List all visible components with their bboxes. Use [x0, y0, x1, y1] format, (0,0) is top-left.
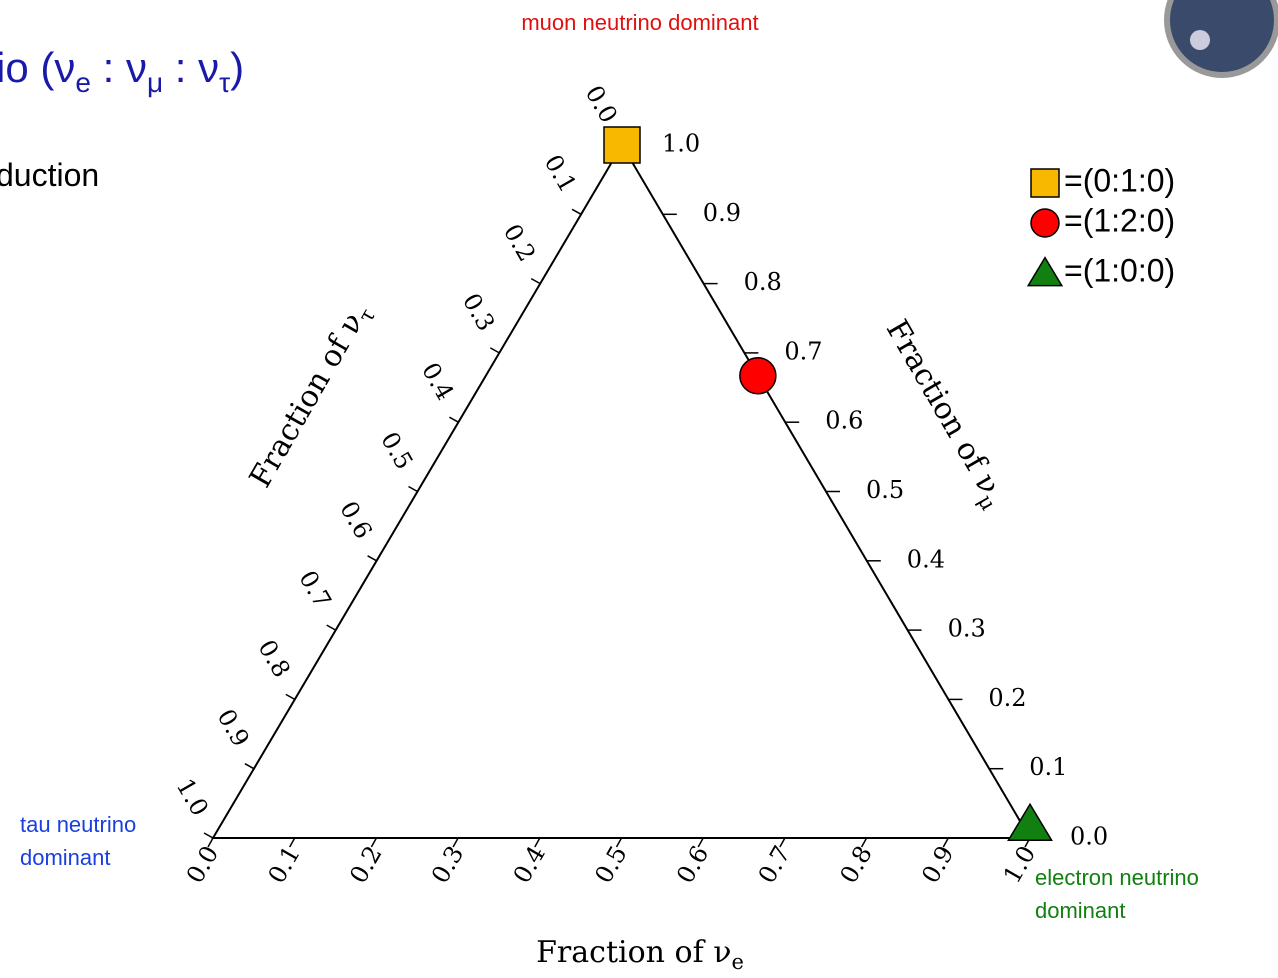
mu-tick-label: 0.8 — [744, 268, 782, 296]
mu-tick-label: 0.1 — [1029, 753, 1067, 781]
legend-marker — [1031, 209, 1059, 237]
mu-tick-label: 0.4 — [907, 545, 945, 573]
legend-marker — [1028, 258, 1062, 286]
tick-mark — [572, 209, 581, 214]
corner-label-left: dominant — [20, 845, 111, 870]
slide: io (νe : νμ : ντ)ductionmuon neutrino do… — [0, 0, 1278, 978]
mu-tick-label: 0.0 — [1070, 823, 1108, 851]
e-tick-label: 0.5 — [589, 841, 632, 888]
e-tick-label: 0.0 — [181, 841, 224, 888]
mu-tick-label: 0.5 — [866, 476, 904, 504]
e-tick-label: 0.4 — [508, 841, 551, 888]
tau-tick-label: 1.0 — [171, 774, 214, 821]
tau-tick-label: 0.6 — [334, 497, 377, 544]
legend-label: =(1:0:0) — [1064, 252, 1175, 288]
axis-title-text: Fraction of ν — [879, 314, 1007, 501]
e-tick-label: 0.9 — [916, 841, 959, 888]
tau-tick-label: 0.5 — [375, 427, 418, 474]
tick-mark — [409, 487, 418, 492]
tick-mark — [245, 764, 254, 769]
tick-mark — [535, 838, 540, 847]
tick-mark — [698, 838, 703, 847]
mu-tick-label: 0.2 — [988, 684, 1026, 712]
tick-mark — [780, 838, 785, 847]
mu-tick-label: 0.9 — [703, 199, 741, 227]
title-subscript: μ — [147, 67, 163, 98]
tick-mark — [204, 833, 213, 838]
mu-tick-label: 0.6 — [825, 407, 863, 435]
tau-tick-label: 0.2 — [498, 219, 541, 266]
logo-dot — [1190, 30, 1210, 50]
tau-tick-label: 0.1 — [539, 150, 582, 197]
corner-label-top: muon neutrino dominant — [521, 10, 758, 35]
tick-mark — [286, 694, 295, 699]
mu-tick-label: 1.0 — [662, 130, 700, 158]
corner-label-right: dominant — [1035, 898, 1126, 923]
e-tick-label: 0.3 — [426, 841, 469, 888]
corner-label-right: electron neutrino — [1035, 865, 1199, 890]
tau-tick-label: 0.0 — [580, 81, 623, 128]
data-point — [604, 127, 640, 163]
tau-tick-label: 0.8 — [252, 635, 295, 682]
title-subscript: τ — [219, 67, 230, 98]
axis-title-text: Fraction of ν — [536, 935, 731, 970]
data-point — [1008, 804, 1051, 840]
e-tick-label: 0.6 — [671, 841, 714, 888]
logo-icon — [1167, 0, 1277, 75]
tick-mark — [862, 838, 867, 847]
tau-tick-label: 0.9 — [212, 704, 255, 751]
tick-mark — [453, 838, 458, 847]
e-tick-label: 0.1 — [263, 841, 306, 888]
tick-mark — [449, 417, 458, 422]
legend-label: =(1:2:0) — [1064, 202, 1175, 238]
tick-mark — [371, 838, 376, 847]
data-point — [740, 358, 776, 394]
legend-label: =(0:1:0) — [1064, 162, 1175, 198]
axis-title: Fraction of νe — [536, 935, 744, 974]
mu-tick-label: 0.7 — [784, 337, 822, 365]
corner-label-left: tau neutrino — [20, 812, 136, 837]
tick-mark — [617, 838, 622, 847]
subtitle: duction — [0, 157, 99, 193]
ternary-frame — [213, 145, 1030, 838]
axis-title: Fraction of ντ — [243, 297, 380, 496]
axis-title-subscript: e — [731, 950, 743, 974]
e-tick-label: 0.2 — [344, 841, 387, 888]
title-subscript: e — [75, 67, 91, 98]
title-text: : ν — [163, 44, 219, 91]
title-text: : ν — [91, 44, 147, 91]
tick-mark — [327, 625, 336, 630]
tick-mark — [368, 556, 377, 561]
title-text: ) — [230, 44, 244, 91]
tick-mark — [490, 348, 499, 353]
tau-tick-label: 0.4 — [416, 358, 459, 405]
tick-mark — [531, 279, 540, 284]
e-tick-label: 0.8 — [834, 841, 877, 888]
tick-mark — [208, 838, 213, 847]
legend-marker — [1031, 169, 1059, 197]
slide-title: io (νe : νμ : ντ) — [0, 44, 244, 98]
e-tick-label: 0.7 — [753, 841, 796, 888]
tau-tick-label: 0.3 — [457, 289, 500, 336]
axis-title-text: Fraction of ν — [243, 307, 371, 494]
tick-mark — [943, 838, 948, 847]
tick-mark — [290, 838, 295, 847]
tau-tick-label: 0.7 — [293, 566, 336, 613]
title-text: io (ν — [0, 44, 75, 91]
mu-tick-label: 0.3 — [948, 615, 986, 643]
